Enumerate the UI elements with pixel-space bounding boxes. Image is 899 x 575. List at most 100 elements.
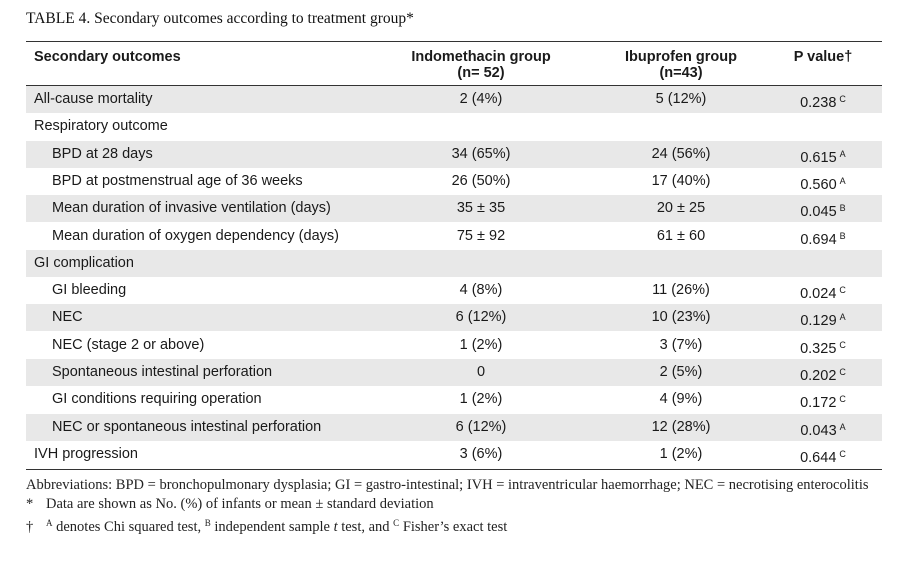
- row-label: BPD at postmenstrual age of 36 weeks: [52, 172, 303, 189]
- p-value-cell: 0.129 A: [768, 304, 878, 335]
- p-value: 0.238: [800, 95, 837, 111]
- table-row: BPD at postmenstrual age of 36 weeks 26 (…: [26, 168, 882, 195]
- indomethacin-value: 75 ± 92: [456, 227, 506, 244]
- footnote-sup-a: A: [46, 518, 53, 528]
- table-row: GI conditions requiring operation 1 (2%) 4…: [26, 386, 882, 413]
- row-label: GI conditions requiring operation: [52, 391, 262, 408]
- p-value: 0.560: [800, 176, 837, 193]
- footnote-tests: † A denotes Chi squared test, B independe…: [26, 514, 886, 537]
- footnote-sup-c: C: [393, 518, 400, 528]
- p-value: 0.694: [800, 231, 837, 248]
- test-marker: C: [839, 285, 846, 296]
- test-marker: B: [839, 230, 846, 241]
- footnote-text-2: independent sample: [210, 519, 334, 535]
- header-indomethacin: Indomethacin group (n= 52): [386, 49, 576, 81]
- test-marker: C: [839, 367, 846, 377]
- table-row: BPD at 28 days 34 (65%) 24 (56%) 0.615 A: [26, 140, 882, 168]
- test-marker: B: [839, 203, 846, 214]
- p-value-cell: 0.644 C: [768, 441, 878, 472]
- p-value-cell: 0.202 C: [768, 359, 878, 390]
- table-row: NEC 6 (12%) 10 (23%) 0.129 A: [26, 304, 882, 332]
- ibuprofen-value: 5 (12%): [655, 91, 707, 107]
- indomethacin-value: 3 (6%): [459, 445, 503, 462]
- ibuprofen-value: 20 ± 25: [656, 200, 706, 217]
- table-row: GI complication: [26, 249, 882, 277]
- table-header: Secondary outcomes Indomethacin group (n…: [26, 42, 882, 86]
- test-marker: A: [839, 175, 846, 186]
- row-label: Mean duration of invasive ventilation (d…: [52, 200, 331, 217]
- test-marker: A: [839, 421, 846, 432]
- header-indomethacin-n: (n= 52): [457, 65, 505, 81]
- ibuprofen-value: 4 (9%): [659, 391, 703, 408]
- p-value-cell: 0.694 B: [768, 223, 878, 254]
- table-row: IVH progression 3 (6%) 1 (2%) 0.644 C: [26, 441, 882, 468]
- p-value: 0.045: [800, 204, 837, 221]
- indomethacin-value: 6 (12%): [455, 309, 507, 326]
- table-row: Respiratory outcome: [26, 113, 882, 140]
- p-value: 0.129: [800, 313, 837, 330]
- p-value-cell: 0.024 C: [768, 277, 878, 308]
- ibuprofen-value: 3 (7%): [659, 336, 703, 353]
- ibuprofen-value: 24 (56%): [651, 145, 711, 162]
- footnote-text-4: Fisher’s exact test: [399, 519, 508, 535]
- header-ibuprofen: Ibuprofen group (n=43): [586, 49, 776, 81]
- p-value-cell: 0.615 A: [768, 141, 878, 172]
- row-label: IVH progression: [34, 445, 138, 462]
- indomethacin-value: 1 (2%): [459, 391, 503, 408]
- test-marker: C: [839, 94, 846, 104]
- header-ibuprofen-label: Ibuprofen group: [625, 49, 737, 65]
- row-label: GI bleeding: [52, 282, 127, 299]
- row-label: NEC: [52, 309, 83, 326]
- p-value-cell: 0.560 A: [768, 168, 878, 199]
- header-p-value: P value†: [793, 49, 853, 65]
- header-indomethacin-label: Indomethacin group: [411, 49, 551, 65]
- table-row: Spontaneous intestinal perforation 0 2 (5%…: [26, 359, 882, 386]
- p-value-cell: 0.325 C: [768, 332, 878, 363]
- p-value-cell: 0.043 A: [768, 414, 878, 445]
- footnote-text-3: test, and: [337, 519, 394, 535]
- footnote-dagger-symbol: †: [26, 519, 34, 535]
- table-row: All-cause mortality 2 (4%) 5 (12%) 0.238 C: [26, 86, 882, 113]
- ibuprofen-value: 17 (40%): [651, 172, 711, 189]
- ibuprofen-value: 11 (26%): [652, 282, 710, 299]
- row-label: NEC or spontaneous intestinal perforatio…: [52, 418, 322, 435]
- indomethacin-value: 26 (50%): [451, 172, 511, 189]
- header-secondary-outcomes: Secondary outcomes: [34, 49, 181, 65]
- indomethacin-value: 4 (8%): [459, 282, 503, 299]
- footnote-t: t: [333, 519, 338, 535]
- row-label: All-cause mortality: [34, 91, 153, 107]
- p-value: 0.202: [800, 368, 837, 384]
- ibuprofen-value: 2 (5%): [659, 364, 703, 380]
- p-value: 0.172: [800, 395, 837, 412]
- footnotes: Abbreviations: BPD = bronchopulmonary dy…: [26, 476, 886, 537]
- ibuprofen-value: 61 ± 60: [656, 227, 706, 244]
- test-marker: C: [839, 448, 846, 459]
- test-marker: C: [839, 339, 846, 350]
- row-label: BPD at 28 days: [52, 145, 153, 162]
- ibuprofen-value: 1 (2%): [659, 445, 703, 462]
- p-value: 0.615: [800, 149, 837, 166]
- table-row: GI bleeding 4 (8%) 11 (26%) 0.024 C: [26, 277, 882, 304]
- test-marker: A: [839, 148, 846, 159]
- indomethacin-value: 6 (12%): [455, 418, 507, 435]
- row-label: Spontaneous intestinal perforation: [52, 364, 273, 380]
- ibuprofen-value: 10 (23%): [651, 309, 711, 326]
- footnote-star-text: Data are shown as No. (%) of infants or …: [46, 496, 434, 512]
- test-marker: A: [839, 312, 846, 323]
- indomethacin-value: 35 ± 35: [456, 200, 506, 217]
- footnote-star-symbol: *: [26, 496, 34, 512]
- p-value: 0.644: [800, 449, 837, 466]
- p-value-cell: 0.045 B: [768, 195, 878, 226]
- p-value: 0.024: [800, 286, 837, 303]
- footnote-data: * Data are shown as No. (%) of infants or…: [26, 495, 886, 514]
- bottom-rule: [26, 469, 882, 470]
- test-marker: C: [839, 394, 846, 405]
- row-label: Mean duration of oxygen dependency (days…: [52, 227, 339, 244]
- table-row: Mean duration of invasive ventilation (d…: [26, 195, 882, 223]
- row-label: GI complication: [34, 254, 134, 271]
- ibuprofen-value: 12 (28%): [651, 418, 711, 435]
- table-row: NEC (stage 2 or above) 1 (2%) 3 (7%) 0.325 C: [26, 332, 882, 359]
- p-value-cell: 0.238 C: [768, 86, 878, 117]
- indomethacin-value: 34 (65%): [451, 145, 511, 162]
- row-label: Respiratory outcome: [34, 118, 168, 135]
